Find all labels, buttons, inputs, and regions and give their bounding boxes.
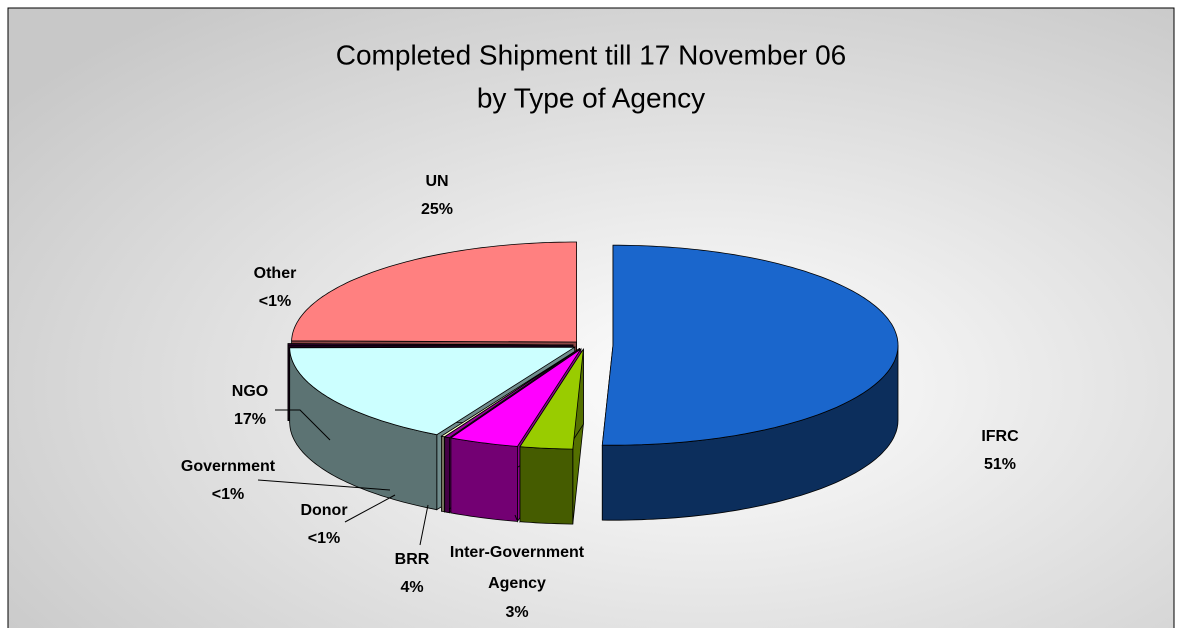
category-label: Inter-Government Agency [450, 544, 585, 592]
slice-side [450, 437, 518, 522]
labels: IFRC 51% Inter-Government Agency 3% BRR 4% Dono… [181, 173, 1019, 621]
value-label: 4% [400, 579, 423, 596]
slice-top [519, 348, 584, 450]
leader-line [419, 504, 429, 546]
slice-top [289, 346, 577, 436]
value-label: 51% [984, 456, 1016, 473]
category-label: UN [425, 173, 448, 190]
slice-top [449, 348, 582, 447]
category-label: Donor [300, 502, 347, 519]
value-label: 25% [421, 201, 453, 218]
category-label: NGO [232, 383, 268, 400]
leader-line [514, 514, 518, 521]
leader-line [275, 409, 331, 441]
slice [519, 347, 584, 525]
category-label: Government [181, 458, 276, 475]
value-label: 3% [505, 604, 528, 621]
chart-area [7, 7, 1175, 628]
slice-side [444, 436, 450, 514]
value-label: <1% [308, 530, 340, 547]
value-label: 17% [234, 411, 266, 428]
slice-side [519, 446, 574, 525]
category-label: Other [254, 265, 297, 282]
slice [601, 244, 899, 521]
leader-line [344, 494, 396, 523]
pie [287, 241, 899, 525]
chart-title: by Type of Agency [477, 82, 705, 113]
category-label: BRR [395, 551, 430, 568]
value-label: <1% [259, 293, 291, 310]
value-label: <1% [212, 486, 244, 503]
slice-side [441, 435, 445, 513]
leader-line [257, 479, 391, 491]
slice-top [287, 343, 574, 347]
chart-title: Completed Shipment till 17 November 06 [336, 39, 846, 70]
category-label: IFRC [981, 428, 1019, 445]
slice-top [291, 241, 577, 343]
slice-top [601, 244, 899, 446]
slice-top [443, 348, 580, 439]
